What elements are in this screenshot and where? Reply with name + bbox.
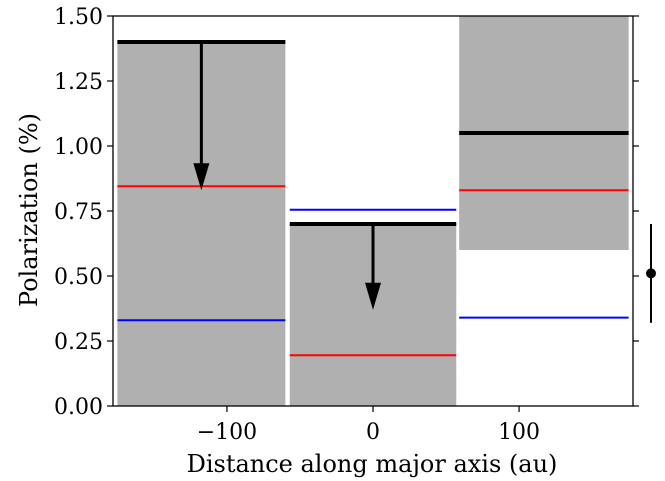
y-tick-label: 1.00 <box>54 135 103 160</box>
y-ticks: 0.00 0.25 0.50 0.75 1.00 1.25 1.50 <box>54 5 639 420</box>
x-tick-label: 100 <box>498 420 540 445</box>
arrow-head-bin-2 <box>365 282 381 310</box>
arrow-head-bin-1 <box>193 163 210 191</box>
outside-errorbar <box>646 224 656 323</box>
shaded-bands <box>117 16 629 406</box>
y-tick-label: 0.50 <box>54 265 103 290</box>
y-tick-label: 0.75 <box>54 200 103 225</box>
y-axis-label: Polarization (%) <box>15 113 43 307</box>
errorbar-point <box>646 268 656 279</box>
x-ticks: −100 0 100 <box>197 406 540 445</box>
y-tick-label: 1.25 <box>54 70 103 95</box>
x-tick-label: 0 <box>366 420 380 445</box>
upper-limit-arrows <box>193 42 381 310</box>
model-lines <box>117 185 629 357</box>
y-tick-label: 0.25 <box>54 330 103 355</box>
y-tick-label: 0.00 <box>54 395 103 420</box>
x-tick-label: −100 <box>197 420 257 445</box>
x-axis-label: Distance along major axis (au) <box>187 450 558 478</box>
y-tick-label: 1.50 <box>54 5 103 30</box>
